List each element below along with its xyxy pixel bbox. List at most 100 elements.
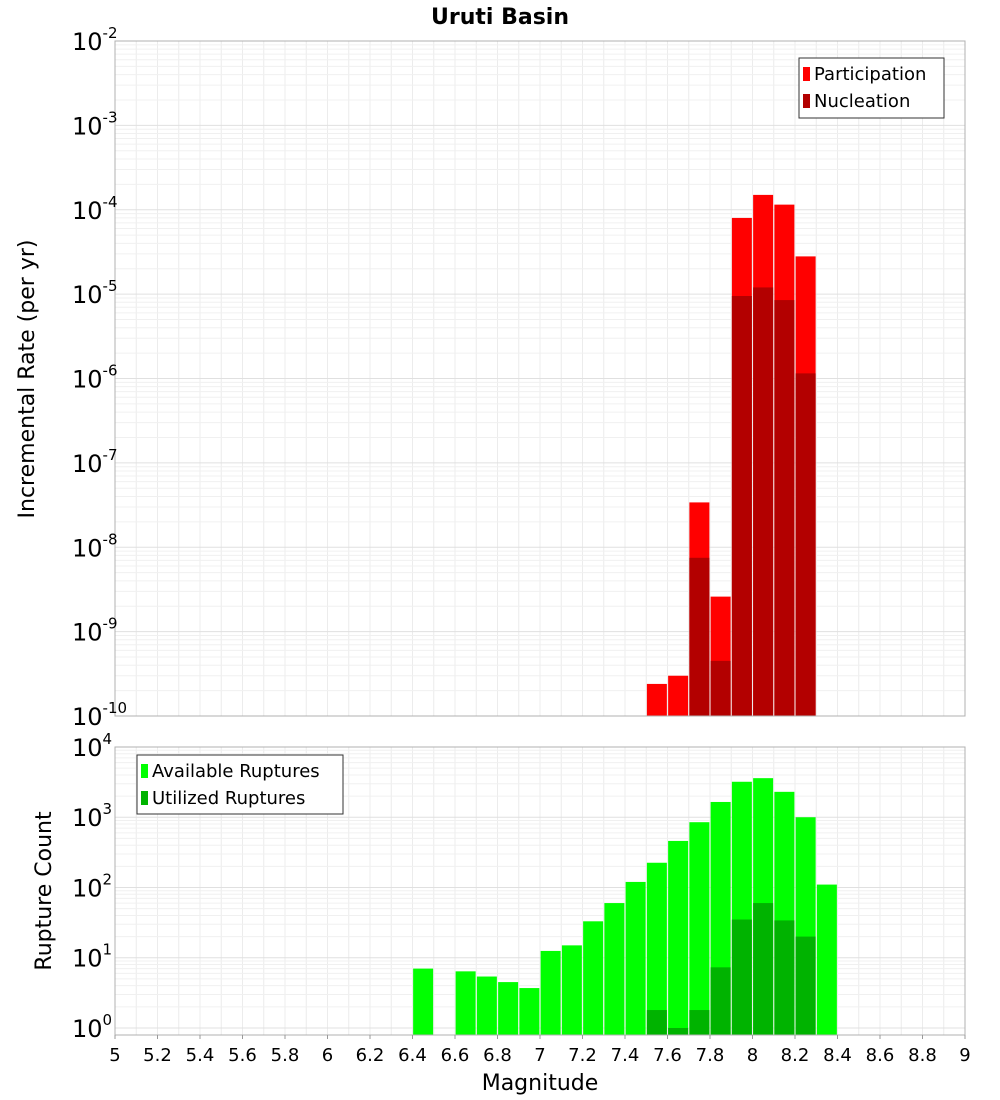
y-tick-exponent: -8 <box>103 530 118 548</box>
count-bar-1-0 <box>646 1010 667 1035</box>
x-tick-label: 9 <box>959 1045 970 1066</box>
x-tick-label: 5 <box>109 1045 120 1066</box>
count-bar-0-4 <box>519 988 540 1035</box>
legend-box <box>136 754 344 815</box>
y-tick-label: 101 <box>72 941 112 973</box>
y-tick-base: 10 <box>72 874 103 902</box>
rate-bar-1-4 <box>774 300 795 716</box>
y-tick-exponent: -9 <box>103 615 118 633</box>
y-tick-label: 100 <box>72 1011 112 1043</box>
y-tick-base: 10 <box>72 366 103 394</box>
y-tick-base: 10 <box>72 281 103 309</box>
x-tick-label: 8.4 <box>823 1045 852 1066</box>
y-tick-label: 10-2 <box>72 24 118 56</box>
y-tick-label: 103 <box>72 800 112 832</box>
y-tick-label: 10-4 <box>72 193 118 225</box>
bars <box>646 194 816 717</box>
y-tick-base: 10 <box>72 734 103 762</box>
x-tick-label: 5.2 <box>143 1045 172 1066</box>
y-tick-base: 10 <box>72 945 103 973</box>
x-axis: 5 5.2 5.4 5.6 5.8 6 6.2 6.4 6.6 6.8 7 7.2 7.4 7.6 7.8 8… <box>109 1035 971 1066</box>
y-tick-base: 10 <box>72 112 103 140</box>
count-bar-1-5 <box>753 903 774 1035</box>
legend-swatch <box>141 764 148 778</box>
chart-title: Uruti Basin <box>431 5 569 30</box>
count-bar-0-2 <box>476 976 497 1035</box>
count-bar-0-12 <box>689 822 710 1035</box>
rate-bar-1-1 <box>710 660 731 716</box>
x-tick-label: 8 <box>747 1045 758 1066</box>
x-tick-label: 7 <box>534 1045 545 1066</box>
legend-entry: Utilized Ruptures <box>152 788 305 809</box>
count-bar-0-1 <box>455 971 476 1035</box>
y-tick-base: 10 <box>72 804 103 832</box>
count-bar-0-18 <box>816 884 837 1035</box>
y-tick-base: 10 <box>72 619 103 647</box>
count-bar-1-4 <box>731 919 752 1035</box>
legend-entry: Nucleation <box>814 91 910 112</box>
count-bar-0-8 <box>604 903 625 1035</box>
x-tick-label: 7.2 <box>568 1045 597 1066</box>
bars <box>413 778 837 1035</box>
legend-box <box>798 57 945 119</box>
legend: Available Ruptures Utilized Ruptures <box>136 754 344 815</box>
y-tick-exponent: -4 <box>103 193 118 211</box>
legend-swatch <box>141 791 148 805</box>
rate-bar-1-5 <box>795 373 816 716</box>
x-tick-label: 8.6 <box>866 1045 895 1066</box>
x-tick-label: 7.4 <box>611 1045 640 1066</box>
legend-entry: Participation <box>814 64 926 85</box>
y-tick-label: 10-7 <box>72 446 118 478</box>
y-tick-exponent: -6 <box>103 362 118 380</box>
y-tick-exponent: -10 <box>103 699 128 717</box>
y-tick-base: 10 <box>72 703 103 731</box>
rate-bar-0-0 <box>646 683 667 716</box>
y-tick-label: 10-9 <box>72 615 118 647</box>
rate-bar-0-1 <box>668 675 689 716</box>
y-tick-exponent: 0 <box>103 1011 113 1029</box>
count-bar-0-3 <box>498 982 519 1035</box>
x-tick-label: 6.2 <box>356 1045 385 1066</box>
x-tick-label: 5.6 <box>228 1045 257 1066</box>
x-tick-label: 6.4 <box>398 1045 427 1066</box>
y-tick-label: 102 <box>72 870 112 902</box>
count-bar-1-3 <box>710 967 731 1035</box>
y-tick-exponent: 2 <box>103 870 113 888</box>
count-bar-1-2 <box>689 1010 710 1035</box>
y-tick-base: 10 <box>72 450 103 478</box>
y-tick-label: 104 <box>72 730 112 762</box>
legend-swatch <box>803 67 810 81</box>
y-axis-label: Incremental Rate (per yr) <box>15 240 40 519</box>
count-bar-0-11 <box>668 840 689 1035</box>
count-bar-0-9 <box>625 881 646 1035</box>
count-bar-1-7 <box>795 936 816 1035</box>
x-tick-label: 6.8 <box>483 1045 512 1066</box>
count-bar-0-7 <box>583 921 604 1035</box>
y-tick-exponent: -3 <box>103 108 118 126</box>
count-bar-0-6 <box>561 945 582 1035</box>
count-bar-1-1 <box>668 1027 689 1035</box>
plot-frame <box>114 40 966 717</box>
y-tick-base: 10 <box>72 28 103 56</box>
count-bar-0-10 <box>646 862 667 1035</box>
y-tick-exponent: 4 <box>103 730 113 748</box>
y-tick-exponent: -7 <box>103 446 118 464</box>
count-bar-1-6 <box>774 920 795 1035</box>
x-axis-label: Magnitude <box>482 1071 599 1096</box>
legend-swatch <box>803 94 810 108</box>
y-tick-label: 10-3 <box>72 108 118 140</box>
rate-bar-1-3 <box>753 287 774 716</box>
y-tick-base: 10 <box>72 534 103 562</box>
y-tick-label: 10-6 <box>72 362 118 394</box>
rate-panel: 10-1010-910-810-710-610-510-410-310-2Inc… <box>15 24 966 731</box>
x-tick-label: 7.6 <box>653 1045 682 1066</box>
x-tick-label: 8.8 <box>908 1045 937 1066</box>
x-tick-label: 6 <box>322 1045 333 1066</box>
x-tick-label: 7.8 <box>696 1045 725 1066</box>
y-tick-base: 10 <box>72 1015 103 1043</box>
y-axis-label: Rupture Count <box>32 811 57 971</box>
